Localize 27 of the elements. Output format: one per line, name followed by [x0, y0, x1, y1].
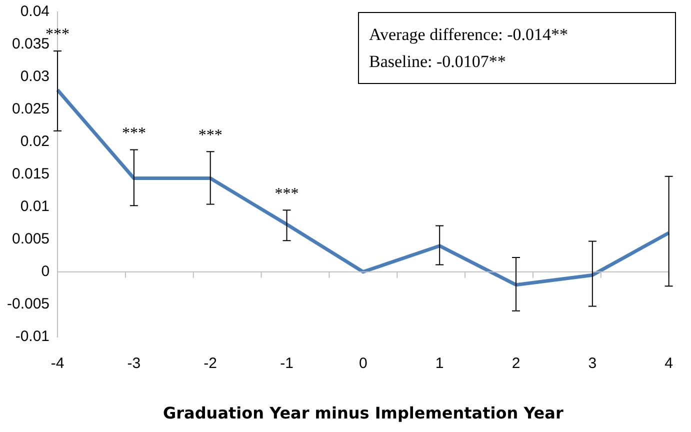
- x-tick-label: -4: [50, 354, 64, 372]
- x-axis-title: Graduation Year minus Implementation Year: [163, 404, 564, 423]
- y-tick-label: 0.035: [12, 36, 50, 53]
- annotation: Baseline: -0.0107**: [369, 51, 507, 73]
- x-tick-label: 2: [512, 354, 520, 372]
- x-tick-label: -3: [127, 354, 141, 372]
- y-tick-label: 0.005: [12, 230, 50, 248]
- y-tick-label: 0.025: [12, 100, 50, 118]
- text-box: Average difference: -0.014** Baseline: -0.0107**: [358, 12, 676, 84]
- annotation: Average difference: -0.014**: [369, 24, 570, 46]
- data-label: ***: [198, 126, 222, 144]
- y-tick-label: 0.04: [20, 3, 50, 20]
- x-tick-label: 3: [588, 354, 597, 372]
- y-tick-label: -0.01: [15, 328, 50, 345]
- y-tick-label: 0.01: [20, 198, 50, 216]
- data-label: ***: [274, 185, 299, 202]
- x-tick-label: 0: [359, 354, 368, 372]
- y-tick-label: 0.02: [20, 133, 50, 150]
- y-tick-label: 0.03: [20, 68, 50, 86]
- y-tick-label: 0.015: [12, 166, 50, 183]
- y-tick-label: 0: [41, 262, 50, 280]
- x-tick-label: -1: [280, 354, 294, 372]
- x-tick-label: 1: [435, 354, 444, 372]
- x-tick-label: 4: [664, 354, 673, 372]
- y-tick-label: -0.005: [6, 295, 50, 312]
- data-label: ***: [122, 124, 146, 142]
- x-tick-label: -2: [204, 354, 218, 372]
